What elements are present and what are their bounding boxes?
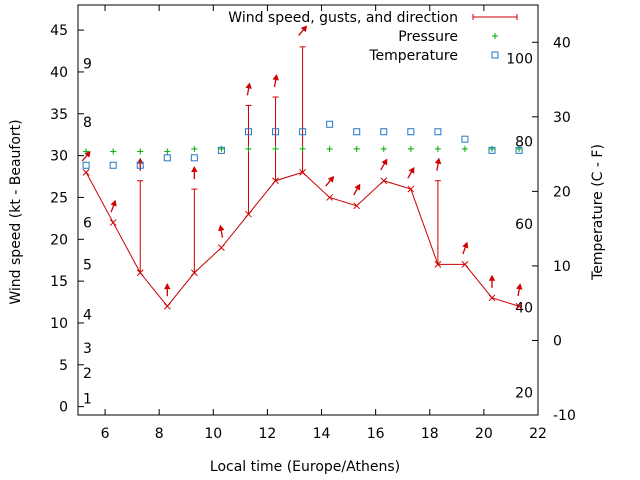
- temperature-point: [407, 128, 415, 136]
- y-tick-label: 30: [50, 149, 68, 165]
- temperature-point: [244, 128, 252, 136]
- wind-speed-point: [461, 261, 469, 268]
- y2-tick-label: -10: [553, 408, 576, 424]
- y2-tick-label: 40: [553, 35, 571, 51]
- beaufort-label: 9: [83, 57, 92, 73]
- y-tick-label: 25: [50, 190, 68, 206]
- wind-direction-arrowhead: [408, 166, 415, 174]
- wind-direction-arrowhead: [434, 157, 442, 165]
- wind-speed-point: [218, 244, 225, 252]
- x-tick-label: 20: [475, 426, 493, 442]
- x-axis-label: Local time (Europe/Athens): [210, 459, 400, 475]
- beaufort-label: 1: [83, 391, 92, 407]
- fahrenheit-label: 100: [506, 52, 533, 68]
- temperature-point: [434, 128, 442, 136]
- temperature-point: [136, 161, 144, 169]
- wind-speed-point: [488, 294, 496, 302]
- wind-speed-point: [299, 168, 306, 176]
- temperature-point: [326, 120, 334, 128]
- y-tick-label: 20: [50, 232, 68, 248]
- legend-label: Temperature: [368, 48, 458, 64]
- legend-label: Pressure: [398, 29, 458, 45]
- y-tick-label: 10: [50, 316, 68, 332]
- y-tick-label: 45: [50, 23, 68, 39]
- wind-direction-arrowhead: [488, 274, 496, 281]
- temperature-point: [109, 161, 117, 169]
- fahrenheit-label: 20: [515, 386, 533, 402]
- wind-direction-arrowhead: [300, 25, 308, 33]
- temperature-point: [163, 154, 171, 162]
- y2-tick-label: 30: [553, 110, 571, 126]
- wind-speed-point: [163, 302, 171, 310]
- temperature-point: [515, 146, 523, 154]
- beaufort-label: 8: [83, 115, 92, 131]
- plot-frame: [77, 4, 539, 416]
- temperature-point: [461, 135, 469, 143]
- wind-speed-point: [407, 185, 415, 193]
- wind-direction-arrowhead: [381, 158, 388, 166]
- x-tick-label: 16: [367, 426, 385, 442]
- wind-speed-point: [434, 261, 442, 268]
- wind-direction-arrowhead: [191, 166, 198, 172]
- temperature-point: [488, 146, 496, 154]
- wind-direction-arrowhead: [327, 176, 335, 183]
- wind-speed-point: [380, 177, 388, 185]
- beaufort-label: 4: [83, 308, 92, 324]
- x-tick-label: 8: [155, 426, 164, 442]
- temperature-point: [190, 154, 198, 162]
- wind-direction-arrowhead: [164, 283, 171, 290]
- wind-direction-arrowhead: [218, 224, 225, 232]
- x-tick-label: 18: [421, 426, 439, 442]
- y-tick-label: 5: [59, 358, 68, 374]
- beaufort-label: 3: [83, 341, 92, 357]
- temperature-point: [353, 128, 361, 136]
- wind-speed-point: [82, 168, 90, 176]
- fahrenheit-label: 40: [515, 301, 533, 317]
- wind-speed-point: [190, 269, 198, 277]
- legend-label: Wind speed, gusts, and direction: [228, 10, 458, 26]
- temperature-point: [272, 128, 280, 136]
- wind-direction-arrowhead: [462, 241, 469, 249]
- x-tick-label: 22: [529, 426, 547, 442]
- wind-speed-point: [515, 302, 523, 310]
- wind-speed-point: [245, 210, 252, 218]
- wind-speed-point: [136, 269, 144, 277]
- wind-direction-arrowhead: [110, 199, 117, 207]
- temperature-point: [217, 146, 225, 154]
- wind-speed-line: [85, 171, 520, 308]
- x-tick-label: 10: [204, 426, 222, 442]
- y2-axis-label: Temperature (C - F): [590, 144, 606, 281]
- y-tick-label: 15: [50, 274, 68, 290]
- beaufort-label: 5: [83, 257, 92, 273]
- y-tick-label: 0: [59, 400, 68, 416]
- wind-speed-point: [109, 219, 117, 226]
- temperature-point: [299, 128, 307, 136]
- fahrenheit-label: 60: [515, 217, 533, 233]
- y-tick-label: 35: [50, 107, 68, 123]
- wind-direction-arrowhead: [354, 183, 361, 191]
- x-tick-label: 6: [101, 426, 110, 442]
- wind-direction-arrowhead: [516, 283, 523, 290]
- wind-speed-point: [326, 194, 334, 201]
- beaufort-label: 2: [83, 366, 92, 382]
- y2-tick-label: 10: [553, 259, 571, 275]
- beaufort-label: 6: [83, 216, 92, 232]
- x-tick-label: 14: [313, 426, 331, 442]
- wind-direction-arrowhead: [84, 150, 91, 158]
- wind-direction-arrowhead: [272, 74, 279, 81]
- x-tick-label: 12: [258, 426, 276, 442]
- wind-direction-arrowhead: [245, 82, 252, 89]
- y2-tick-label: 20: [553, 184, 571, 200]
- temperature-point: [82, 161, 90, 169]
- y2-tick-label: 0: [553, 333, 562, 349]
- fahrenheit-label: 80: [515, 134, 533, 150]
- temperature-point: [380, 128, 388, 136]
- wind-speed-point: [353, 202, 361, 210]
- wind-speed-point: [272, 177, 279, 185]
- y-axis-label: Wind speed (kt - Beaufort): [8, 119, 24, 304]
- legend-marker: [491, 51, 499, 59]
- y-tick-label: 40: [50, 65, 68, 81]
